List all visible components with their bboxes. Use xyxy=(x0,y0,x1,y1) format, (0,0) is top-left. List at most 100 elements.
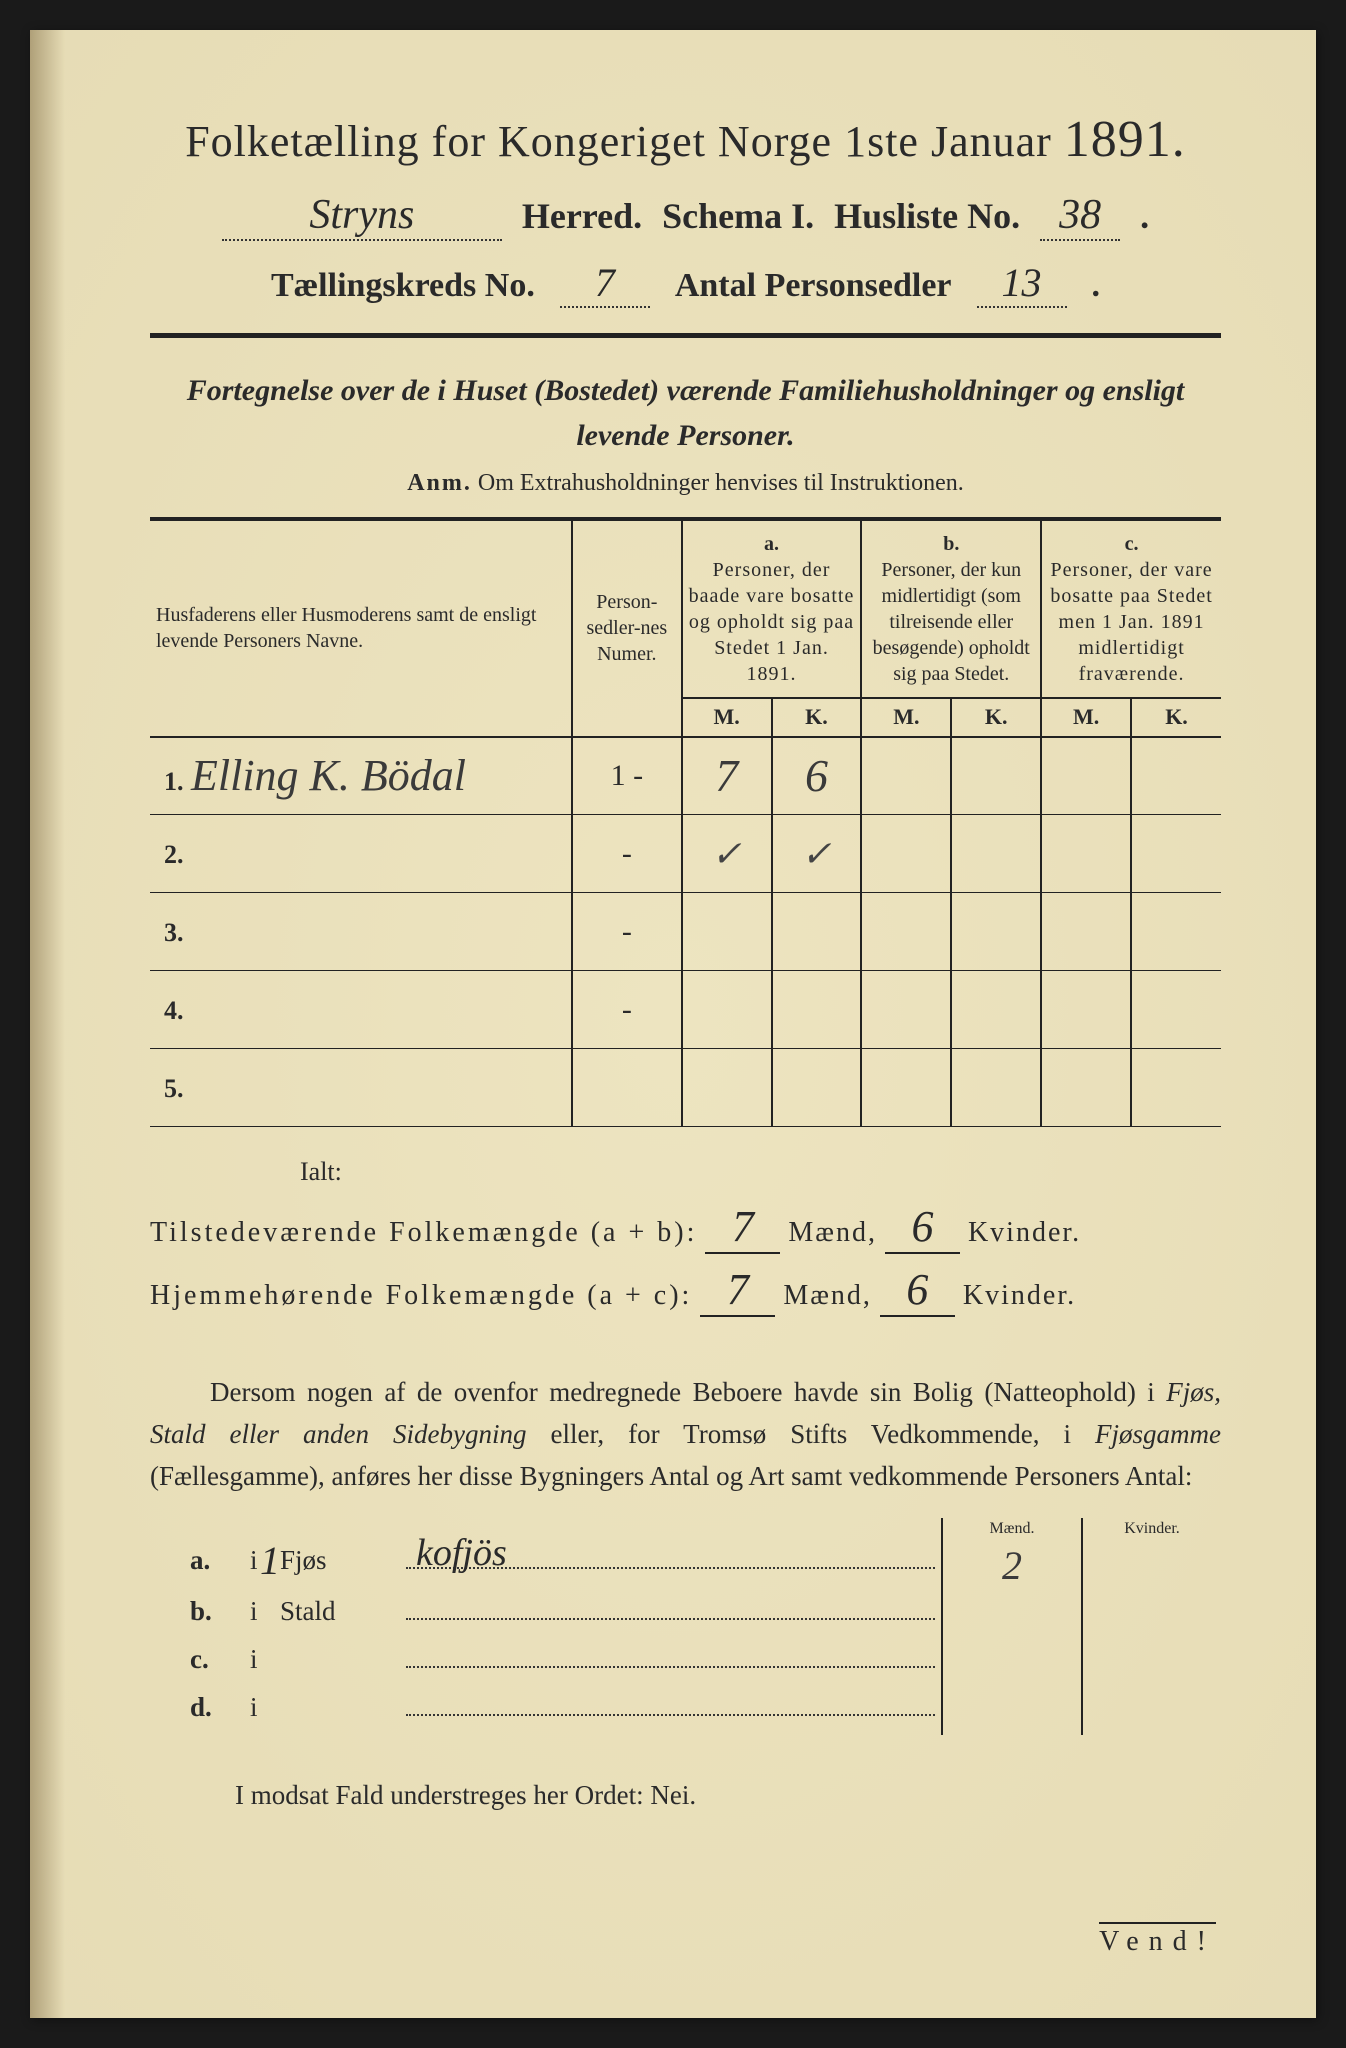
cell-bK xyxy=(951,737,1041,815)
col-b-text: Personer, der kun midlertidigt (som tilr… xyxy=(873,559,1030,685)
table-row: 3. - xyxy=(150,893,1221,971)
cell-cM xyxy=(1041,1049,1131,1127)
building-row-left: a.i1Fjøskofjös xyxy=(150,1540,941,1591)
sum-home-m: 7 xyxy=(700,1264,775,1317)
cell-aK xyxy=(772,1049,862,1127)
cell-aM xyxy=(682,971,772,1049)
cell-cM xyxy=(1041,971,1131,1049)
sum-present-k: 6 xyxy=(885,1201,960,1254)
cell-num xyxy=(572,1049,682,1127)
hdr-cM: M. xyxy=(1041,698,1131,737)
cell-bM xyxy=(861,893,951,971)
vend-label: Vend! xyxy=(1099,1922,1216,1958)
husliste-value: 38 xyxy=(1040,191,1120,241)
col-a-label: a. xyxy=(764,533,779,555)
hdr-aK: K. xyxy=(772,698,862,737)
cell-aM: 7 xyxy=(682,737,772,815)
dot2: . xyxy=(1092,267,1101,305)
col-num-text: Person-sedler-nes Numer. xyxy=(586,591,667,665)
cell-aM: ✓ xyxy=(682,815,772,893)
hdr-bK: K. xyxy=(951,698,1041,737)
cell-num: - xyxy=(572,893,682,971)
cell-cM xyxy=(1041,737,1131,815)
cell-name: 4. xyxy=(150,971,572,1049)
cell-num: - xyxy=(572,971,682,1049)
col-c-text: Personer, der vare bosatte paa Stedet me… xyxy=(1050,559,1212,685)
cell-aK xyxy=(772,971,862,1049)
buildings-body: a.i1Fjøskofjös2b.iStaldc.id.i xyxy=(150,1540,1221,1735)
cell-aM xyxy=(682,1049,772,1127)
anm-text: Om Extrahusholdninger henvises til Instr… xyxy=(478,470,964,496)
cell-cM xyxy=(1041,893,1131,971)
sum-home-k: 6 xyxy=(880,1264,955,1317)
cell-name: 5. xyxy=(150,1049,572,1127)
cell-name: 3. xyxy=(150,893,572,971)
hdr-cK: K. xyxy=(1131,698,1221,737)
kvinder-label: Kvinder. xyxy=(968,1217,1081,1249)
building-k xyxy=(1081,1591,1221,1639)
table-row: 2. -✓✓ xyxy=(150,815,1221,893)
para-a: Dersom nogen af de ovenfor medregnede Be… xyxy=(210,1377,1166,1407)
cell-bK xyxy=(951,1049,1041,1127)
building-row-left: d.i xyxy=(150,1687,941,1735)
building-k xyxy=(1081,1639,1221,1687)
header-line-2: Tællingskreds No. 7 Antal Personsedler 1… xyxy=(150,259,1221,308)
col-name-header: Husfaderens eller Husmoderens samt de en… xyxy=(150,519,572,737)
table-row: 5. xyxy=(150,1049,1221,1127)
cell-name: 2. xyxy=(150,815,572,893)
col-kvinder-header: Kvinder. xyxy=(1081,1518,1221,1540)
annotation: Anm. Om Extrahusholdninger henvises til … xyxy=(150,470,1221,497)
cell-bK xyxy=(951,893,1041,971)
description: Fortegnelse over de i Huset (Bostedet) v… xyxy=(150,368,1221,458)
table-row: 4. - xyxy=(150,971,1221,1049)
household-table: Husfaderens eller Husmoderens samt de en… xyxy=(150,517,1221,1127)
col-maend-header: Mænd. xyxy=(941,1518,1081,1540)
kreds-label: Tællingskreds No. xyxy=(271,267,535,305)
cell-cK xyxy=(1131,893,1221,971)
para-ital-b: Fjøsgamme xyxy=(1095,1419,1221,1449)
cell-num: - xyxy=(572,815,682,893)
col-c-header: c. Personer, der vare bosatte paa Stedet… xyxy=(1041,519,1221,698)
cell-cM xyxy=(1041,815,1131,893)
cell-cK xyxy=(1131,815,1221,893)
cell-bK xyxy=(951,971,1041,1049)
building-m xyxy=(941,1639,1081,1687)
sum-present-label: Tilstedeværende Folkemængde (a + b): xyxy=(150,1217,697,1249)
cell-cK xyxy=(1131,1049,1221,1127)
personsedler-value: 13 xyxy=(977,259,1067,308)
building-m: 2 xyxy=(941,1540,1081,1591)
census-document: Folketælling for Kongeriget Norge 1ste J… xyxy=(30,30,1316,2018)
cell-aK xyxy=(772,893,862,971)
sum-home: Hjemmehørende Folkemængde (a + c): 7 Mæn… xyxy=(150,1264,1221,1317)
building-row-left: b.iStald xyxy=(150,1591,941,1639)
herred-label: Herred. xyxy=(522,195,642,237)
col-a-header: a. Personer, der baade vare bosatte og o… xyxy=(682,519,862,698)
sum-present: Tilstedeværende Folkemængde (a + b): 7 M… xyxy=(150,1201,1221,1254)
sum-home-label: Hjemmehørende Folkemængde (a + c): xyxy=(150,1280,692,1312)
hdr-aM: M. xyxy=(682,698,772,737)
cell-num: 1 - xyxy=(572,737,682,815)
para-b: eller, for Tromsø Stifts Vedkommende, i xyxy=(526,1419,1095,1449)
building-row-left: c.i xyxy=(150,1639,941,1687)
ialt-label: Ialt: xyxy=(300,1157,1221,1187)
col-name-text: Husfaderens eller Husmoderens samt de en… xyxy=(156,604,536,652)
sum-present-m: 7 xyxy=(705,1201,780,1254)
husliste-label: Husliste No. xyxy=(834,195,1020,237)
hdr-bM: M. xyxy=(861,698,951,737)
col-b-label: b. xyxy=(943,533,959,555)
building-k xyxy=(1081,1540,1221,1591)
cell-aK: ✓ xyxy=(772,815,862,893)
maend-label-2: Mænd, xyxy=(783,1280,872,1312)
anm-bold: Anm. xyxy=(407,470,472,496)
cell-bM xyxy=(861,737,951,815)
col-a-text: Personer, der baade vare bosatte og opho… xyxy=(689,559,855,685)
schema-label: Schema I. xyxy=(662,195,814,237)
rule-1 xyxy=(150,333,1221,338)
cell-bM xyxy=(861,815,951,893)
personsedler-label: Antal Personsedler xyxy=(675,267,952,305)
col-num-header: Person-sedler-nes Numer. xyxy=(572,519,682,737)
kvinder-label-2: Kvinder. xyxy=(963,1280,1076,1312)
cell-cK xyxy=(1131,737,1221,815)
cell-aM xyxy=(682,893,772,971)
dot: . xyxy=(1140,195,1149,237)
